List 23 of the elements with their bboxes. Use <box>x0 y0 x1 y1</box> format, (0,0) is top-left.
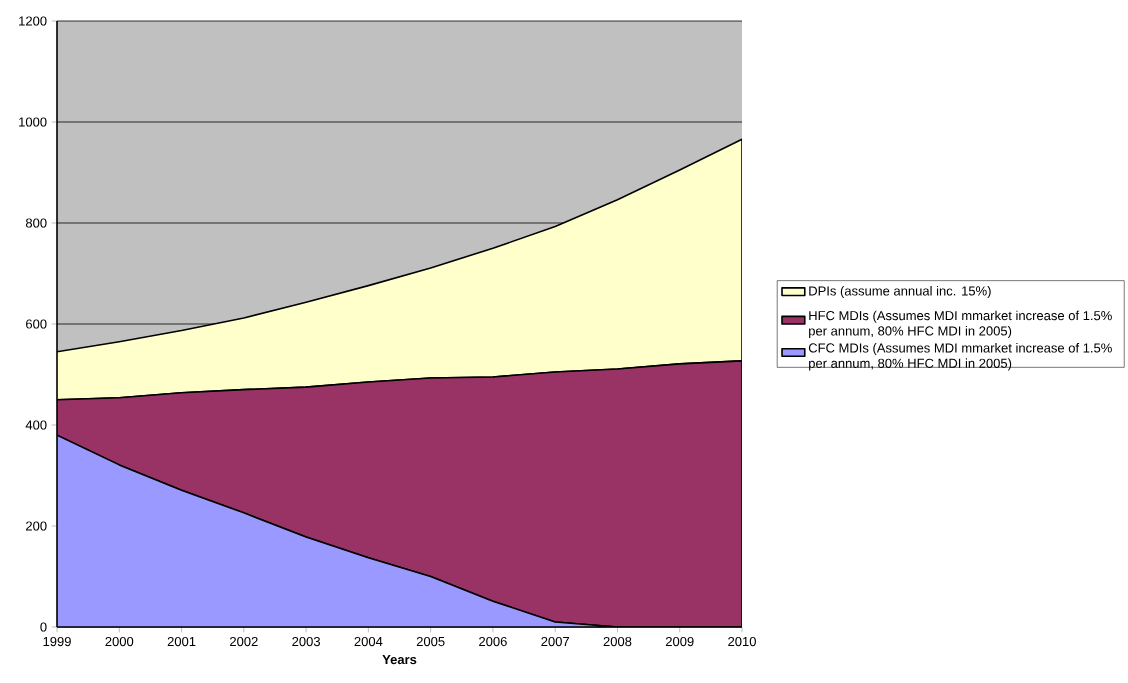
x-tick-label: 2003 <box>292 636 320 647</box>
legend-label: HFC MDIs (Assumes MDI mmarket increase of 1.5% per annum, 80% HFC MDI in 2005) <box>809 310 1112 339</box>
y-tick-label: 400 <box>25 420 47 430</box>
legend-label: DPIs (assume annual inc. 15%) <box>809 285 991 299</box>
x-tick-label: 2008 <box>603 636 632 647</box>
y-tick-label: 0 <box>40 622 47 632</box>
y-tick-label: 1200 <box>19 16 47 26</box>
x-axis-title: Years <box>382 655 417 665</box>
y-tick-label: 600 <box>26 319 47 329</box>
x-tick-label: 2005 <box>416 636 445 647</box>
legend-label: CFC MDIs (Assumes MDI mmarket increase of 1.5% per annum, 80% HFC MDI in 2005) <box>808 342 1112 371</box>
y-tick-label: 200 <box>26 521 47 531</box>
x-tick-label: 2004 <box>354 636 383 647</box>
x-tick-label: 2001 <box>167 636 196 647</box>
x-tick-label: 2010 <box>728 636 756 647</box>
x-tick-label: 2000 <box>105 636 134 647</box>
y-tick-label: 1000 <box>19 117 47 127</box>
y-tick-label: 800 <box>25 218 47 228</box>
x-tick-label: 2002 <box>230 636 258 647</box>
x-tick-label: 2009 <box>665 636 694 647</box>
x-tick-label: 1999 <box>43 636 71 647</box>
x-tick-label: 2006 <box>479 636 507 647</box>
x-tick-label: 2007 <box>541 636 569 647</box>
